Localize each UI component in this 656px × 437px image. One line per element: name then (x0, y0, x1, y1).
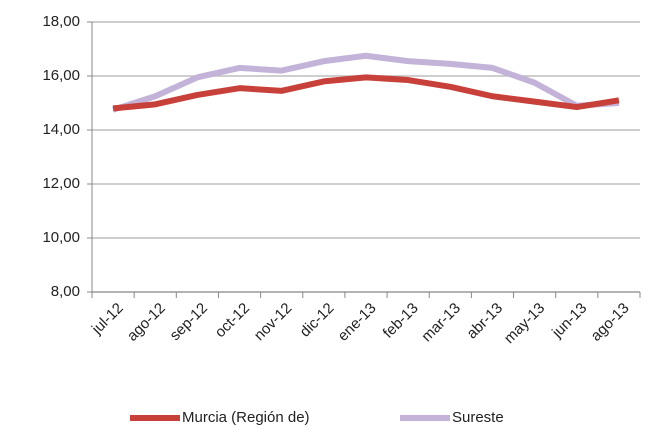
series-line (112, 74, 620, 112)
x-tick-label: mar-13 (418, 300, 464, 346)
y-tick-label: 16,00 (42, 67, 80, 84)
x-tick-label: feb-13 (380, 300, 422, 342)
x-tick-label: jun-13 (548, 300, 590, 342)
x-tick-label: ago-13 (588, 300, 633, 345)
y-tick-label: 8,00 (51, 283, 80, 300)
x-tick-label: abr-13 (463, 300, 506, 343)
x-tick-label: nov-12 (251, 300, 295, 344)
x-tick-label: may-13 (501, 300, 548, 347)
x-tick-label: sep-12 (167, 300, 211, 344)
y-tick-label: 10,00 (42, 229, 80, 246)
x-tick-label: dic-12 (297, 300, 338, 341)
x-tick-label: ago-12 (124, 300, 169, 345)
y-tick-label: 12,00 (42, 175, 80, 192)
y-tick-label: 14,00 (42, 121, 80, 138)
x-tick-label: oct-12 (212, 300, 254, 342)
x-tick-label: jul-12 (88, 300, 127, 339)
legend-label: Murcia (Región de) (182, 409, 310, 426)
series-line (112, 52, 620, 113)
x-tick-label: ene-13 (335, 300, 380, 345)
y-tick-label: 18,00 (42, 13, 80, 30)
legend-label: Sureste (452, 409, 504, 426)
